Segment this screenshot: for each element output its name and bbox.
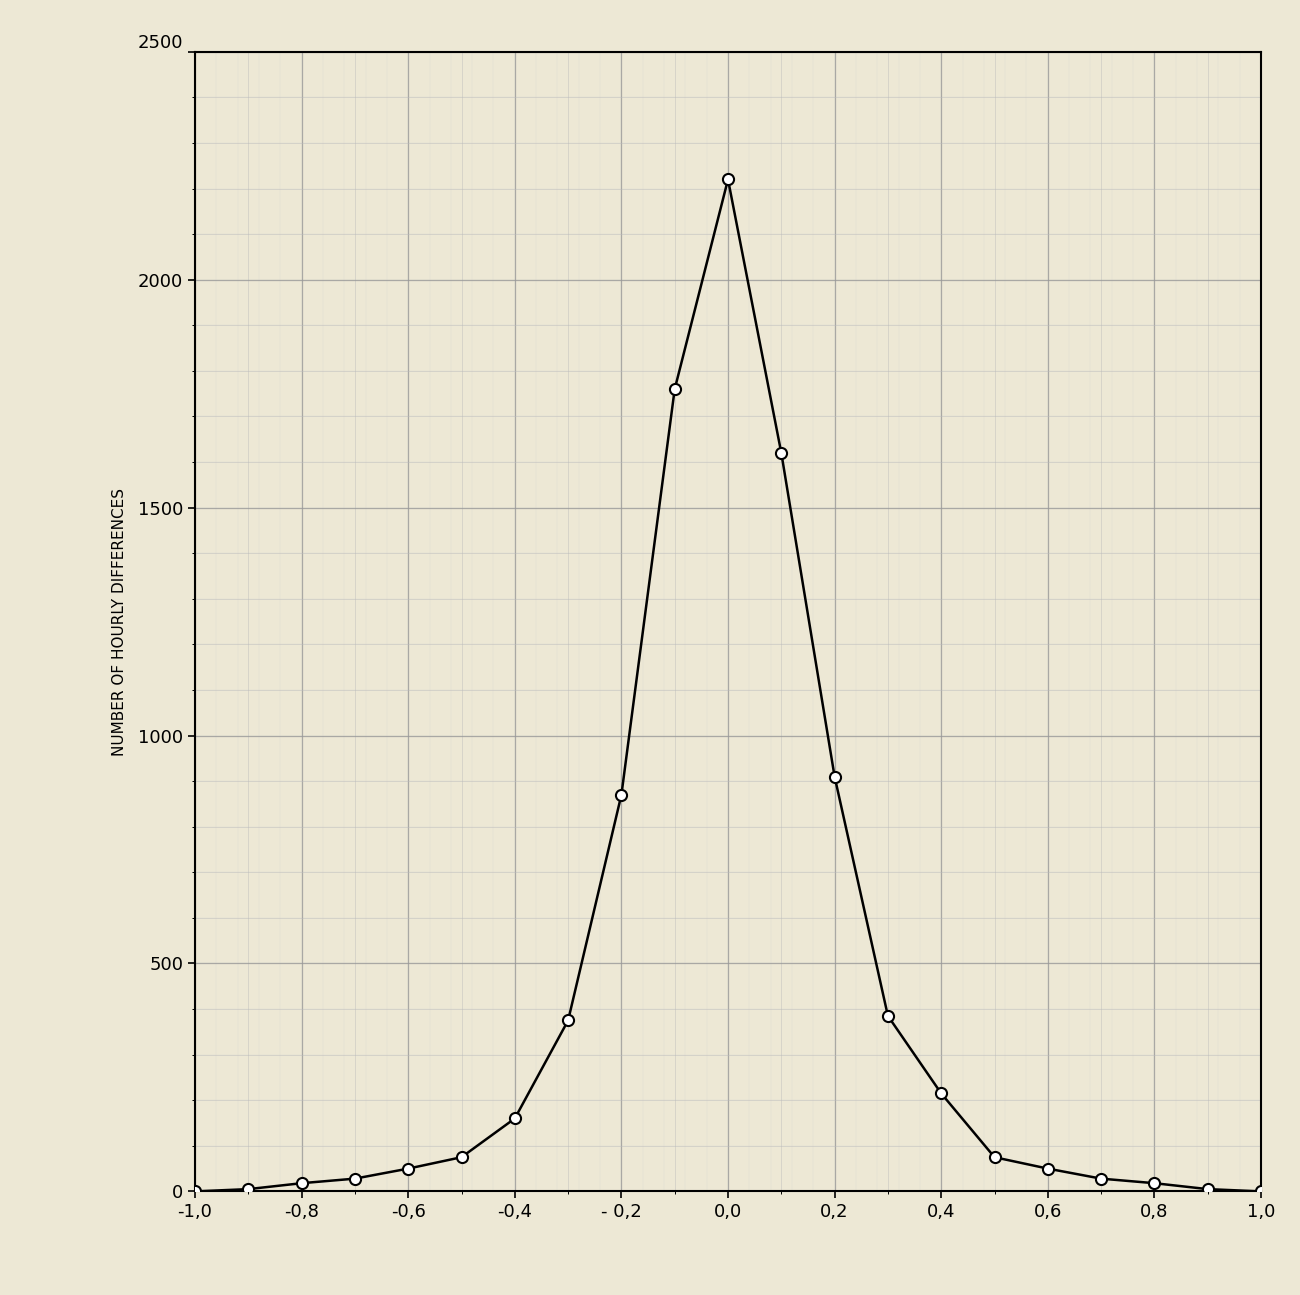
Y-axis label: NUMBER OF HOURLY DIFFERENCES: NUMBER OF HOURLY DIFFERENCES	[112, 488, 126, 755]
